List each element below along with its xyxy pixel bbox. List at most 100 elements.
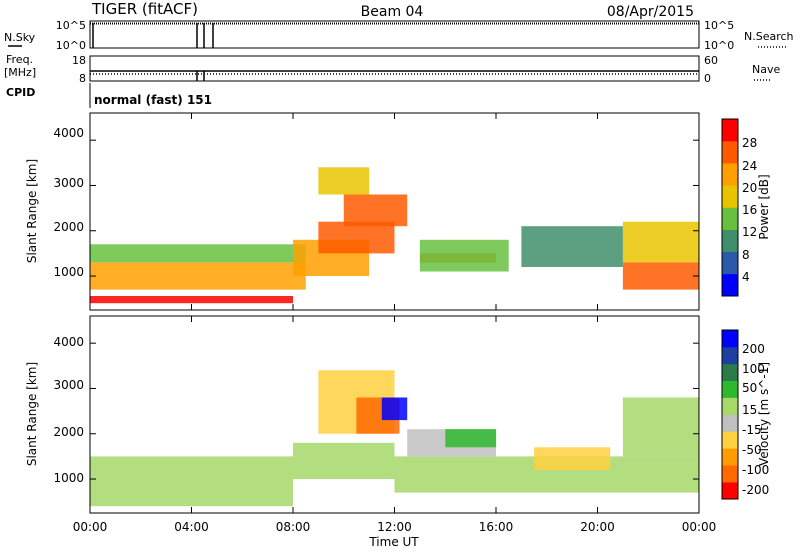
- power-echo-region: [90, 262, 306, 290]
- time-tick: 00:00: [682, 520, 717, 534]
- velocity-colorbar-swatches: [722, 330, 738, 500]
- freq-tick-top: 18: [72, 54, 86, 67]
- velocity-cbar-tick: -15: [742, 423, 762, 437]
- velocity-colorbar-swatch: [722, 380, 738, 398]
- time-axis-label: Time UT: [368, 535, 419, 549]
- velocity-colorbar-swatch: [722, 465, 738, 483]
- power-colorbar-swatch: [722, 185, 738, 208]
- velocity-colorbar-swatch: [722, 363, 738, 381]
- velocity-echo-region: [622, 397, 699, 457]
- power-echo-region: [90, 244, 306, 263]
- time-axis: 00:00 04:00 08:00 12:00 16:00 20:00 00:0…: [73, 520, 717, 549]
- date-label: 08/Apr/2015: [607, 4, 694, 20]
- time-tick: 12:00: [377, 520, 412, 534]
- cpid-text: normal (fast) 151: [94, 93, 212, 107]
- nsearch-label: N.Search: [744, 30, 794, 43]
- velocity-cbar-tick: 100: [742, 362, 765, 376]
- nsky-tick-bottom: 10^0: [56, 39, 86, 52]
- power-colorbar-swatch: [722, 163, 738, 186]
- time-tick: 08:00: [276, 520, 311, 534]
- power-echo-region: [318, 167, 370, 195]
- site-title: TIGER (fitACF): [91, 0, 198, 18]
- power-cbar-tick: 20: [742, 181, 757, 195]
- velocity-colorbar-swatch: [722, 482, 738, 500]
- power-colorbar-swatches: [722, 119, 738, 297]
- power-colorbar-swatch: [722, 229, 738, 252]
- velocity-colorbar-swatch: [722, 448, 738, 466]
- time-tick: 16:00: [479, 520, 514, 534]
- nsky-label: N.Sky: [4, 31, 36, 44]
- velocity-ytick: 4000: [53, 335, 84, 349]
- velocity-ytick: 3000: [53, 378, 84, 392]
- power-colorbar-swatch: [722, 273, 738, 297]
- power-colorbar-swatch: [722, 251, 738, 275]
- power-colorbar-swatch: [722, 119, 738, 142]
- power-colorbar-swatch: [722, 207, 738, 230]
- velocity-colorbar-swatch: [722, 330, 738, 348]
- beam-label: Beam 04: [361, 4, 424, 20]
- velocity-cbar-tick: -100: [742, 463, 769, 477]
- power-cbar-tick: 4: [742, 270, 750, 284]
- time-tick: 00:00: [73, 520, 108, 534]
- velocity-ytick: 2000: [53, 425, 84, 439]
- nsearch-tick-top: 10^5: [704, 19, 734, 32]
- velocity-ylabel: Slant Range [km]: [25, 362, 39, 466]
- nsky-frame: [89, 20, 700, 49]
- power-echo-region: [343, 194, 408, 227]
- power-echo-region: [521, 226, 623, 267]
- freq-frame: [89, 55, 700, 82]
- freq-tick-bottom: 8: [79, 72, 86, 85]
- velocity-cbar-tick: 200: [742, 342, 765, 356]
- nave-tick-bottom: 0: [704, 72, 711, 85]
- velocity-ytick: 1000: [53, 471, 84, 485]
- power-colorbar-ticks: 28 24 20 16 12 8 4: [742, 136, 757, 284]
- power-cbar-tick: 28: [742, 136, 757, 150]
- power-cbar-tick: 8: [742, 248, 750, 262]
- velocity-colorbar-swatch: [722, 346, 738, 365]
- freq-unit-label: [MHz]: [4, 66, 36, 79]
- velocity-cbar-tick: 50: [742, 381, 757, 395]
- velocity-echo-region: [534, 447, 611, 470]
- power-echo-region: [419, 239, 509, 272]
- velocity-colorbar-swatch: [722, 431, 738, 449]
- time-tick: 04:00: [174, 520, 209, 534]
- velocity-cbar-tick: -200: [742, 483, 769, 497]
- velocity-colorbar: 200 100 50 15 -15 -50 -100 -200 Velocity…: [721, 329, 771, 500]
- power-colorbar-frame: [721, 118, 739, 297]
- power-ytick: 3000: [53, 176, 84, 190]
- velocity-echo-region: [445, 429, 497, 448]
- nave-label: Nave: [752, 63, 780, 76]
- power-cbar-tick: 12: [742, 225, 757, 239]
- power-echo-region: [318, 221, 395, 254]
- cpid-label: CPID: [6, 86, 35, 99]
- velocity-y-ticks: 4000 3000 2000 1000: [53, 335, 84, 485]
- velocity-cbar-tick: -50: [742, 443, 762, 457]
- power-echo-region: [90, 296, 293, 304]
- power-data-marks: [90, 167, 699, 304]
- velocity-cbar-tick: 15: [742, 403, 757, 417]
- power-colorbar-swatch: [722, 141, 738, 164]
- velocity-colorbar-swatch: [722, 397, 738, 415]
- power-ytick: 4000: [53, 126, 84, 140]
- velocity-panel: 4000 3000 2000 1000 Slant Range [km]: [25, 315, 700, 514]
- power-ytick: 1000: [53, 265, 84, 279]
- freq-panel: [89, 55, 700, 82]
- power-ylabel: Slant Range [km]: [25, 159, 39, 263]
- velocity-echo-region: [293, 442, 395, 479]
- freq-label: Freq.: [6, 53, 33, 66]
- power-echo-region: [622, 262, 699, 290]
- velocity-echo-region: [90, 456, 293, 507]
- nave-tick-top: 60: [704, 54, 718, 67]
- velocity-colorbar-frame: [721, 329, 739, 500]
- velocity-data-marks: [90, 370, 699, 507]
- nsky-tick-top: 10^5: [56, 19, 86, 32]
- power-colorbar: 28 24 20 16 12 8 4 Power [dB]: [721, 118, 771, 297]
- power-y-ticks: 4000 3000 2000 1000: [53, 126, 84, 279]
- velocity-colorbar-label: Velocity [m s^-1]: [757, 362, 771, 466]
- time-tick: 20:00: [580, 520, 615, 534]
- power-colorbar-label: Power [dB]: [757, 174, 771, 239]
- nsky-panel: [89, 20, 700, 49]
- power-panel: 4000 3000 2000 1000 Slant Range [km]: [25, 112, 700, 311]
- power-ytick: 2000: [53, 220, 84, 234]
